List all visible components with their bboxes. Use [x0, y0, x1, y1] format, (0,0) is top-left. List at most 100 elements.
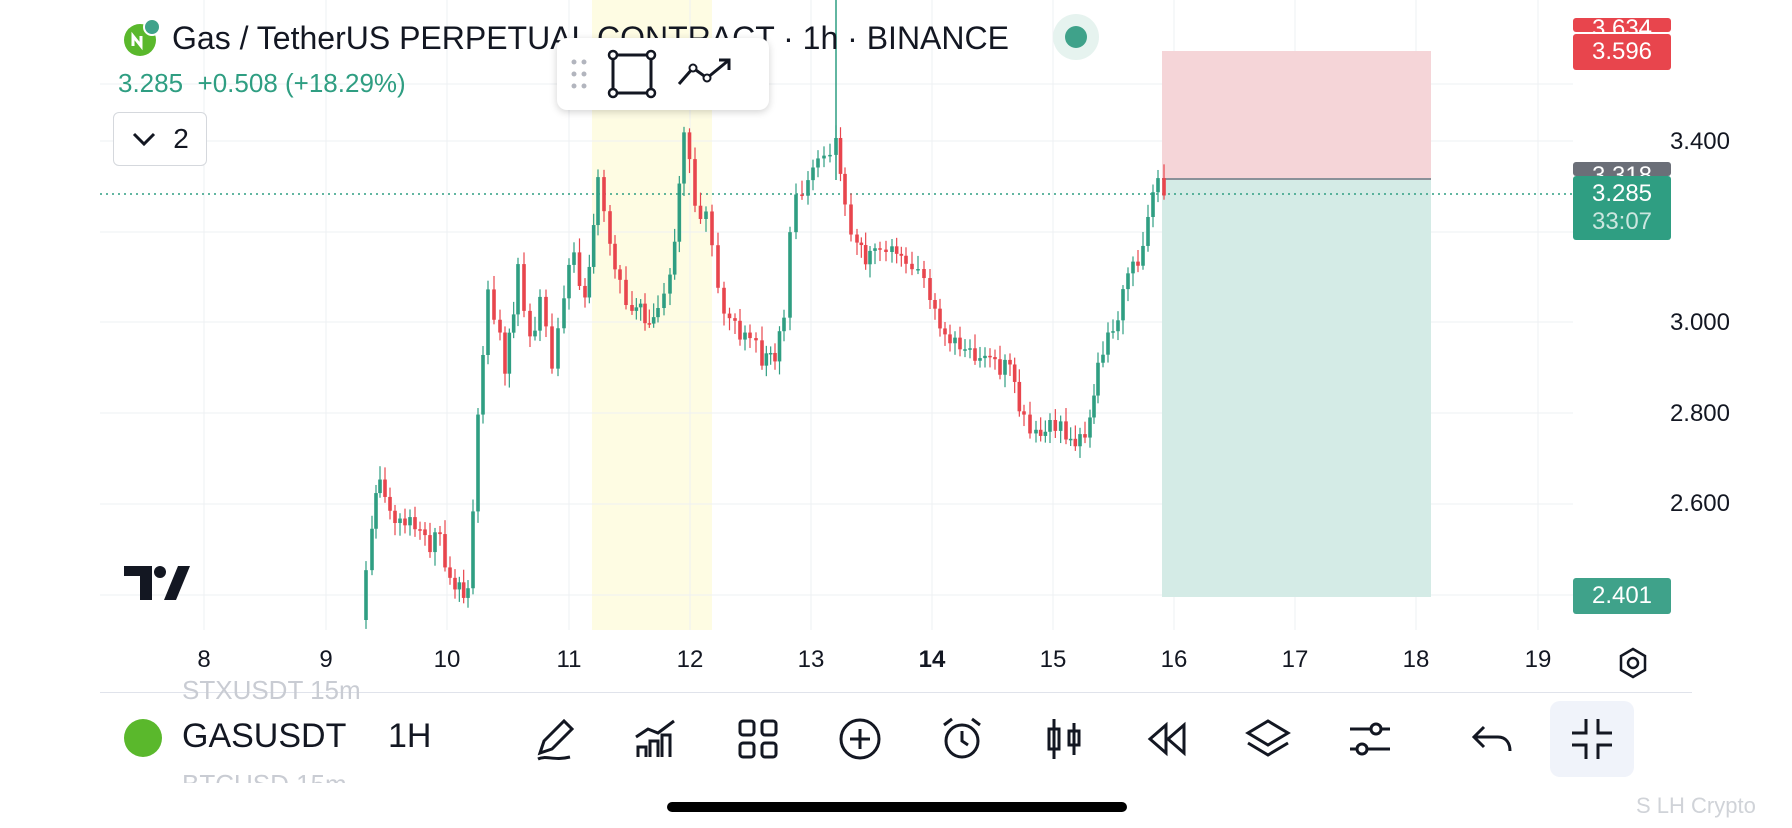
candle-body [1068, 438, 1073, 441]
grid-icon[interactable] [734, 715, 782, 763]
candle-body [630, 305, 634, 311]
candle-body [577, 252, 582, 286]
candle-body [855, 234, 859, 243]
gas-logo-icon [124, 18, 161, 56]
candle-body [988, 355, 992, 358]
drawing-floating-toolbar[interactable] [557, 38, 769, 110]
price-label-3000: 3.000 [1669, 309, 1730, 336]
candle-body [638, 303, 643, 308]
ghost-symbol-bottom: BTCUSD 15m [182, 769, 347, 783]
candle-body [928, 278, 932, 300]
candle-body [374, 493, 378, 529]
candle-body [1028, 414, 1032, 434]
candle-body [983, 355, 987, 359]
symbol-button[interactable]: GASUSDT [182, 717, 347, 755]
candle-body [722, 287, 726, 314]
candle-body [1034, 429, 1038, 434]
exit-fullscreen-button[interactable] [1550, 701, 1634, 777]
candle-body [743, 332, 747, 340]
candle-body [433, 532, 437, 553]
stop-loss-badge[interactable]: 3.596 [1573, 34, 1671, 70]
candle-body [492, 289, 496, 320]
home-indicator[interactable] [667, 802, 1127, 812]
candle-body [884, 249, 888, 252]
candle-body [656, 308, 660, 318]
layers-icon[interactable] [1244, 715, 1292, 763]
current-price-value: 3.285 [1591, 180, 1653, 207]
candle-body [443, 534, 447, 568]
candle-body [624, 279, 628, 306]
candle-body [567, 264, 571, 299]
candle-body [993, 357, 997, 360]
time-label: 14 [918, 646, 946, 673]
take-profit-badge[interactable]: 2.401 [1573, 578, 1671, 614]
indicators-toggle-button[interactable]: 2 [113, 112, 207, 166]
time-label: 8 [197, 646, 211, 673]
candle-body [388, 496, 392, 511]
add-icon[interactable] [836, 715, 884, 763]
candle-body [859, 242, 864, 246]
chevron-down-icon [133, 132, 156, 147]
candle-body [943, 328, 947, 335]
candle-body [1156, 178, 1160, 193]
candle-body [849, 204, 853, 235]
candles-icon[interactable] [1040, 715, 1088, 763]
candle-body [716, 245, 720, 288]
candle-body [816, 158, 820, 168]
candle-body [1073, 438, 1078, 447]
drag-handle-icon[interactable] [569, 57, 589, 91]
pencil-icon[interactable] [530, 715, 578, 763]
replay-icon[interactable] [1142, 715, 1190, 763]
candle-body [677, 183, 682, 242]
candle-body [1012, 364, 1017, 382]
alarm-icon[interactable] [938, 715, 986, 763]
candles [364, 0, 1166, 629]
change-value: +0.508 (+18.29%) [197, 68, 406, 98]
market-status-icon[interactable] [1053, 14, 1099, 60]
candle-body [1078, 434, 1082, 447]
candle-body [428, 535, 432, 553]
timeframe-button[interactable]: 1H [388, 717, 432, 755]
candle-body [408, 517, 412, 526]
candle-body [1151, 192, 1155, 217]
trend-line-tool-icon[interactable] [675, 54, 735, 94]
candle-body [1088, 417, 1092, 438]
candle-body [486, 289, 490, 355]
candle-body [953, 337, 957, 344]
entry-badge[interactable]: 3.318 [1573, 162, 1671, 176]
candle-body [418, 529, 422, 531]
candle-body [423, 529, 427, 536]
candle-body [1111, 331, 1115, 333]
candle-body [958, 337, 962, 350]
candle-body [748, 332, 752, 339]
candle-body [998, 359, 1002, 375]
current-price-badge: 3.285 33:07 [1573, 176, 1671, 240]
take-profit-zone[interactable] [1162, 179, 1431, 597]
candle-body [507, 332, 512, 374]
candle-body [878, 248, 882, 250]
time-label: 9 [319, 646, 333, 673]
candle-body [572, 252, 576, 265]
price-label-2800: 2.800 [1669, 400, 1730, 427]
candle-body [503, 332, 507, 374]
candle-body [364, 570, 368, 620]
undo-icon[interactable] [1468, 715, 1516, 763]
candle-body [602, 177, 606, 212]
candle-body [562, 298, 566, 329]
indicators-icon[interactable] [632, 715, 680, 763]
stop-loss-zone[interactable] [1162, 51, 1431, 179]
candle-body [438, 532, 442, 535]
time-label: 17 [1281, 646, 1309, 673]
candle-body [733, 318, 737, 321]
chart-grid [100, 0, 1573, 630]
candle-body [608, 211, 612, 244]
candle-body [973, 348, 977, 361]
candle-body [710, 211, 714, 246]
candle-body [788, 232, 792, 318]
candle-body [516, 264, 520, 315]
chart-settings-icon[interactable] [1616, 646, 1650, 680]
rectangle-tool-icon[interactable] [607, 49, 657, 99]
candle-body [1136, 261, 1140, 266]
candle-body [1064, 421, 1068, 440]
settings-icon[interactable] [1346, 715, 1394, 763]
